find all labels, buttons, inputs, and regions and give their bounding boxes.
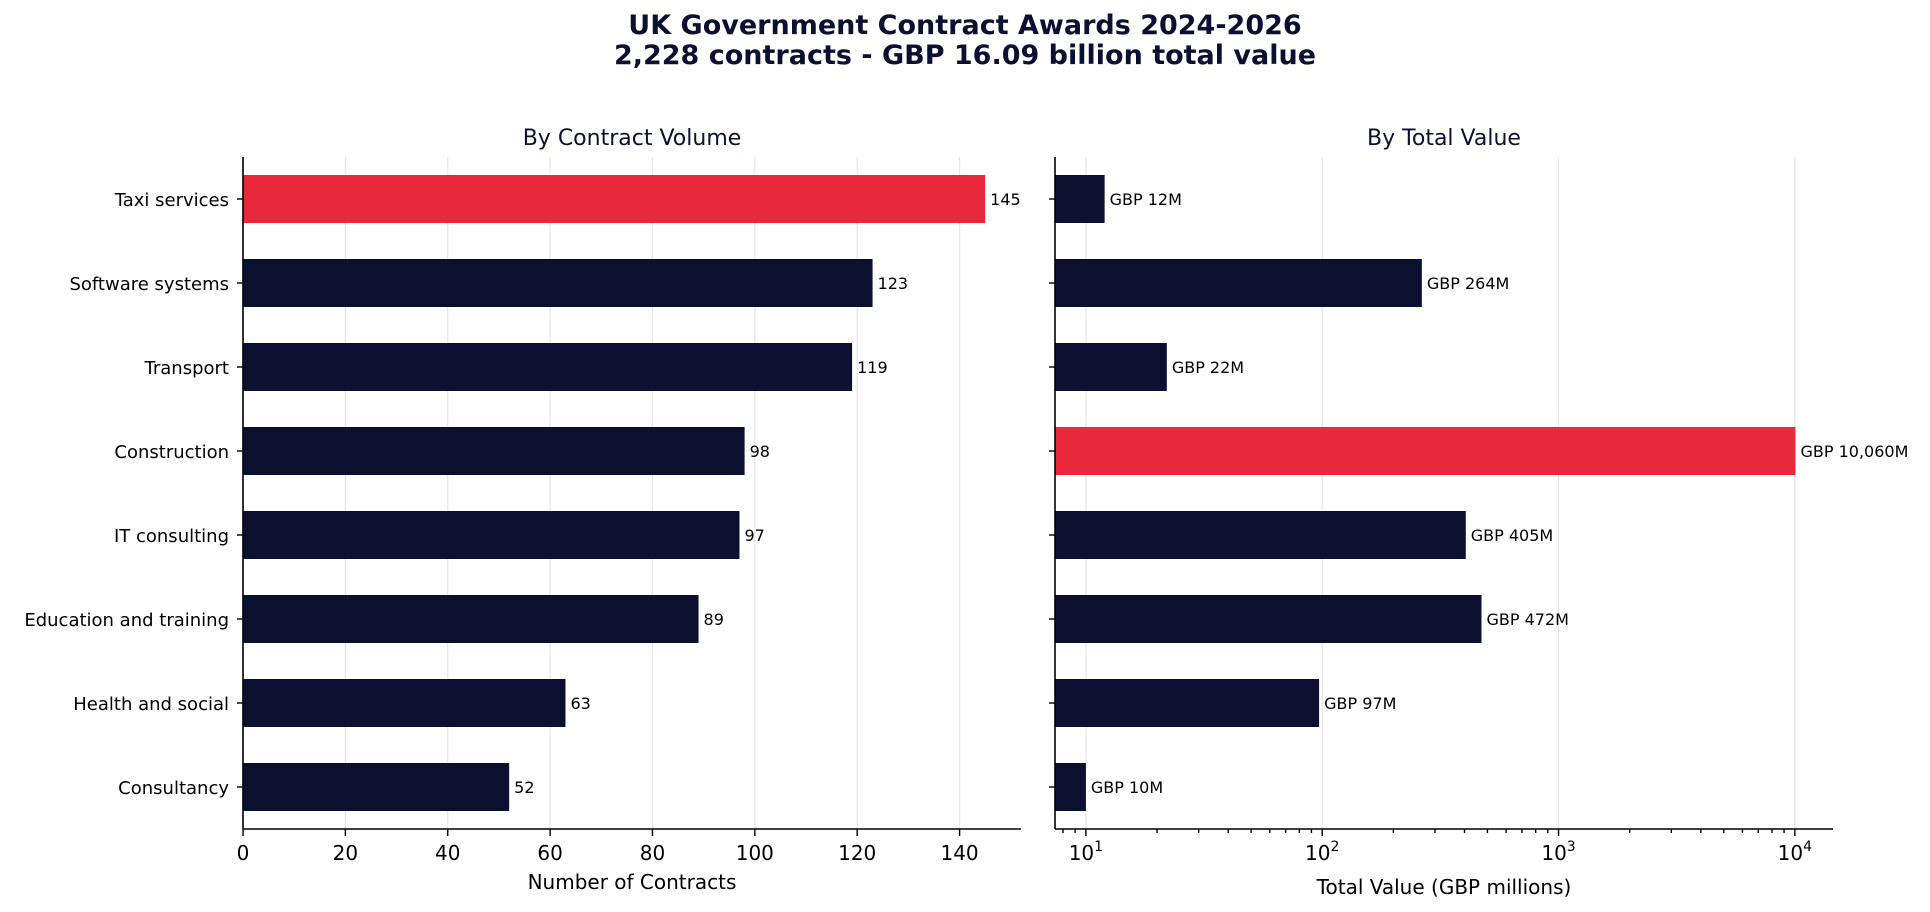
figure-subtitle: 2,228 contracts - GBP 16.09 billion tota… (614, 40, 1316, 71)
figure-title: UK Government Contract Awards 2024-2026 (628, 10, 1301, 41)
bar (243, 595, 699, 643)
bar-value-label: GBP 472M (1486, 610, 1568, 629)
bar-value-label: 119 (857, 358, 888, 377)
bar-value-label: GBP 10M (1091, 778, 1163, 797)
x-tick-label: 60 (537, 841, 562, 865)
category-label: Health and social (73, 694, 229, 715)
bar-value-label: GBP 12M (1110, 190, 1182, 209)
bar (1055, 511, 1466, 559)
x-tick-label: 40 (435, 841, 460, 865)
category-label: IT consulting (114, 526, 229, 547)
bar-value-label: 52 (514, 778, 534, 797)
value-panel: By Total Value 101 102 103 104 GBP 12M GBP 264… (1049, 126, 1908, 899)
x-tick-label: 120 (838, 841, 876, 865)
bar (1055, 175, 1105, 223)
bar-value-label: GBP 22M (1172, 358, 1244, 377)
bar (1055, 427, 1796, 475)
bar (243, 763, 510, 811)
x-tick-label: 140 (940, 841, 978, 865)
bar-value-label: 98 (750, 442, 770, 461)
bar (243, 259, 873, 307)
bar (1055, 595, 1482, 643)
x-axis-label: Number of Contracts (528, 870, 737, 894)
x-tick-label: 20 (333, 841, 358, 865)
x-tick-label: 0 (237, 841, 250, 865)
category-label: Education and training (24, 610, 229, 631)
category-label: Consultancy (118, 778, 229, 799)
category-label: Software systems (69, 274, 229, 295)
panel-title: By Total Value (1367, 126, 1521, 151)
category-label: Construction (114, 442, 229, 463)
bar-value-label: 123 (878, 274, 909, 293)
x-tick-label: 103 (1541, 839, 1575, 865)
bar-value-label: GBP 405M (1471, 526, 1553, 545)
x-tick-label: 100 (736, 841, 774, 865)
bar (1055, 343, 1167, 391)
x-tick-label: 80 (640, 841, 665, 865)
bar (243, 343, 853, 391)
bar-value-label: 89 (704, 610, 724, 629)
x-tick-label: 102 (1305, 839, 1339, 865)
bar (1055, 679, 1320, 727)
bar-value-label: GBP 264M (1427, 274, 1509, 293)
bar (243, 427, 745, 475)
bar-value-label: GBP 97M (1324, 694, 1396, 713)
volume-panel: By Contract Volume 0 20 40 60 80 100 120 140 145 T… (24, 126, 1021, 894)
category-label: Taxi services (114, 190, 229, 211)
bar (243, 679, 566, 727)
bar (243, 511, 740, 559)
bar (1055, 259, 1422, 307)
category-label: Transport (144, 358, 229, 379)
bar-value-label: 97 (744, 526, 764, 545)
bar-value-label: GBP 10,060M (1800, 442, 1908, 461)
x-tick-label: 104 (1778, 839, 1812, 865)
bar-value-label: 145 (990, 190, 1021, 209)
bar-value-label: 63 (570, 694, 590, 713)
panel-title: By Contract Volume (523, 126, 742, 151)
x-axis-label: Total Value (GBP millions) (1316, 875, 1572, 899)
x-tick-label: 101 (1069, 839, 1103, 865)
bar (243, 175, 986, 223)
bar (1055, 763, 1086, 811)
